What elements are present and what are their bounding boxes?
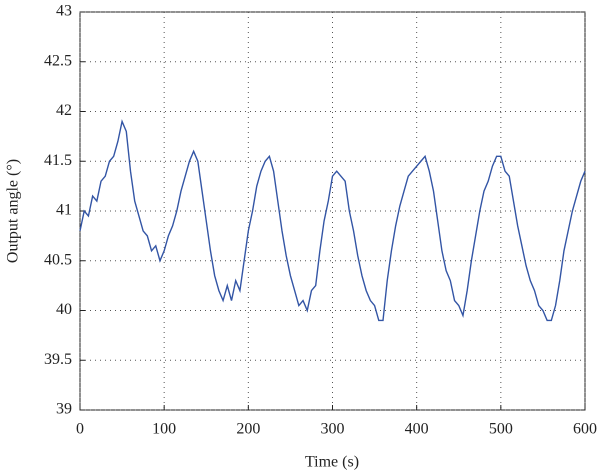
x-tick-label: 500 (489, 421, 513, 438)
y-tick-label: 39.5 (44, 351, 72, 368)
y-tick-label: 39 (56, 401, 72, 418)
x-tick-label: 100 (152, 421, 176, 438)
x-tick-label: 600 (573, 421, 597, 438)
y-tick-label: 42 (56, 102, 72, 119)
x-tick-label: 400 (405, 421, 429, 438)
x-tick-label: 0 (76, 421, 84, 438)
data-line (79, 119, 586, 322)
y-tick-label: 43 (56, 3, 72, 20)
y-tick-label: 41.5 (44, 152, 72, 169)
x-tick-label: 200 (236, 421, 260, 438)
x-axis-label: Time (s) (305, 454, 359, 471)
y-tick-label: 42.5 (44, 52, 72, 69)
x-tick-label: 300 (321, 421, 345, 438)
y-tick-label: 40.5 (44, 251, 72, 268)
y-tick-label: 40 (56, 301, 72, 318)
y-tick-label: 41 (56, 202, 72, 219)
y-axis-label: Output angle (°) (5, 159, 22, 263)
